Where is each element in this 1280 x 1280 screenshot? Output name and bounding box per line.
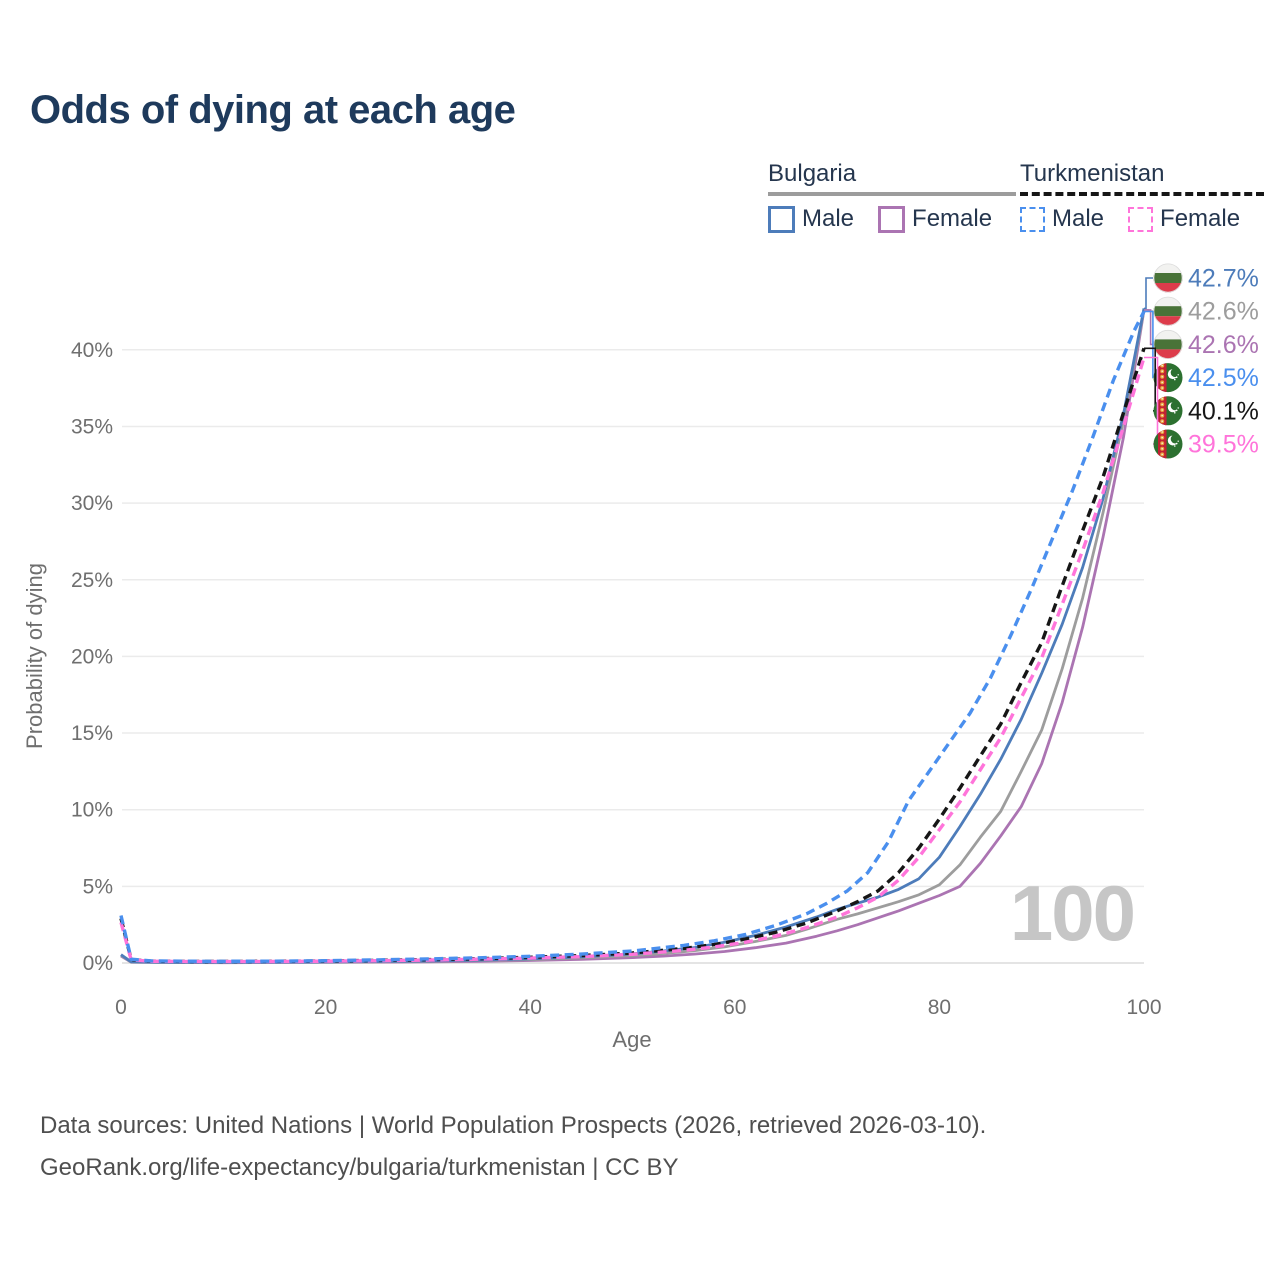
y-tick-label: 20% (71, 645, 113, 668)
x-tick-label: 100 (1126, 996, 1161, 1019)
end-value-label: 40.1% (1188, 397, 1259, 425)
legend-group-turkmenistan: Turkmenistan Male Female (1020, 160, 1265, 233)
legend-item-bulgaria-female[interactable]: Female (878, 205, 992, 233)
x-axis-title: Age (612, 1027, 651, 1052)
y-tick-label: 10% (71, 799, 113, 822)
series-line-turkmenistan-both (119, 347, 1146, 964)
legend-country-turkmenistan: Turkmenistan (1020, 160, 1165, 187)
legend-item-bulgaria-male[interactable]: Male (768, 205, 854, 233)
turkmenistan-dashed-line-key (1020, 192, 1265, 196)
legend-label-bulgaria-female: Female (912, 205, 993, 232)
bulgaria-flag-icon (1153, 263, 1183, 293)
end-value-label: 42.6% (1188, 298, 1259, 326)
turkmenistan-female-checkbox-icon (1128, 206, 1154, 232)
legend-label-bulgaria-male: Male (802, 205, 855, 232)
y-tick-label: 0% (83, 952, 113, 975)
x-tick-label: 40 (519, 996, 542, 1019)
bulgaria-flag-icon (1153, 329, 1183, 359)
series-line-bulgaria-both (120, 309, 1146, 964)
y-axis-title: Probability of dying (22, 563, 47, 749)
bulgaria-male-checkbox-icon (768, 205, 795, 233)
x-tick-label: 80 (928, 996, 951, 1019)
hovered-age-watermark: 100 (1009, 869, 1136, 957)
end-value-label: 42.6% (1188, 331, 1259, 359)
curve-layer (119, 308, 1146, 965)
series-line-bulgaria-female (120, 309, 1146, 965)
end-value-label: 39.5% (1188, 431, 1259, 459)
turkmenistan-male-checkbox-icon (1020, 206, 1045, 232)
legend-country-bulgaria: Bulgaria (768, 160, 857, 187)
legend-item-turkmenistan-male[interactable]: Male (1020, 205, 1104, 233)
y-tick-label: 40% (71, 339, 113, 362)
y-tick-label: 5% (83, 875, 113, 898)
series-line-bulgaria-male (120, 308, 1146, 964)
bulgaria-flag-icon (1153, 296, 1183, 326)
end-label-connector (1144, 309, 1153, 346)
bulgaria-solid-line-key (768, 192, 1017, 196)
end-label-layer: 42.7% 42.6% 42.6% 42.5% 40.1% 39.5% (1144, 263, 1259, 459)
end-label-connector (1144, 277, 1153, 310)
bulgaria-female-checkbox-icon (878, 205, 906, 233)
legend-label-turkmenistan-male: Male (1052, 205, 1105, 232)
footer-data-sources: Data sources: United Nations | World Pop… (40, 1112, 987, 1139)
end-label-connector (1144, 310, 1154, 379)
x-tick-label: 60 (723, 996, 746, 1019)
x-tick-label: 20 (314, 996, 337, 1019)
y-tick-label: 25% (71, 569, 113, 592)
x-tick-label: 0 (115, 996, 127, 1019)
legend-item-turkmenistan-female[interactable]: Female (1128, 205, 1240, 233)
legend-label-turkmenistan-female: Female (1160, 205, 1241, 232)
footer: Data sources: United Nations | World Pop… (40, 1105, 986, 1189)
end-value-label: 42.5% (1188, 364, 1259, 392)
chart-title: Odds of dying at each age (30, 88, 516, 132)
y-tick-label: 35% (71, 416, 113, 439)
series-line-turkmenistan-female (119, 357, 1146, 964)
y-tick-label: 30% (71, 492, 113, 515)
series-line-turkmenistan-male (119, 310, 1146, 963)
legend-group-bulgaria: Bulgaria Male Female (768, 160, 1017, 233)
y-tick-label: 15% (71, 722, 113, 745)
grid-layer: 0% 5% 10% 15% 20% 25% 30% 35% 40% 0 20 40 60 80 100 (71, 339, 1162, 1019)
footer-attribution: GeoRank.org/life-expectancy/bulgaria/tur… (40, 1154, 679, 1181)
end-value-label: 42.7% (1188, 265, 1259, 293)
